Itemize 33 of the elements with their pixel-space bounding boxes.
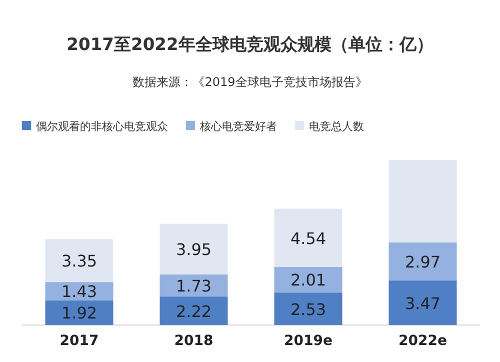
data-label: 1.92 [61, 304, 98, 323]
bar [45, 282, 114, 300]
data-label: 3.47 [404, 294, 441, 313]
x-tick-label: 2019e [284, 333, 332, 349]
bar [160, 224, 228, 274]
legend-item: 偶尔观看的非核心电竞观众 [22, 120, 168, 133]
bar [388, 242, 457, 281]
chart-title: 2017至2022年全球电竞观众规模（单位：亿） [66, 35, 434, 55]
data-label: 2.22 [176, 302, 212, 321]
data-label: 3.35 [61, 252, 98, 271]
bar [274, 266, 342, 293]
x-tick-label: 2018 [174, 333, 214, 349]
data-label: 3.95 [176, 240, 212, 260]
bar [160, 274, 228, 297]
bar [160, 296, 228, 325]
x-tick-label: 2022e [398, 333, 447, 349]
bar [45, 300, 114, 325]
bar [388, 280, 457, 325]
data-label: 1.73 [176, 276, 212, 296]
legend-label: 电竞总人数 [309, 120, 364, 133]
x-tick-label: 2017 [60, 333, 99, 349]
chart-subtitle: 数据来源：《2019全球电子竞技市场报告》 [132, 75, 368, 89]
legend-item: 核心电竞爱好者 [186, 120, 277, 133]
data-label: 2.01 [290, 270, 326, 290]
legend-item: 电竞总人数 [295, 120, 364, 133]
data-label: 2.53 [290, 300, 326, 319]
bar [45, 239, 114, 282]
data-label: 2.97 [404, 252, 441, 272]
bar [274, 208, 342, 267]
bar [274, 292, 342, 325]
data-label: 1.43 [61, 282, 98, 302]
data-label: 4.54 [290, 228, 326, 248]
bar [388, 160, 457, 242]
